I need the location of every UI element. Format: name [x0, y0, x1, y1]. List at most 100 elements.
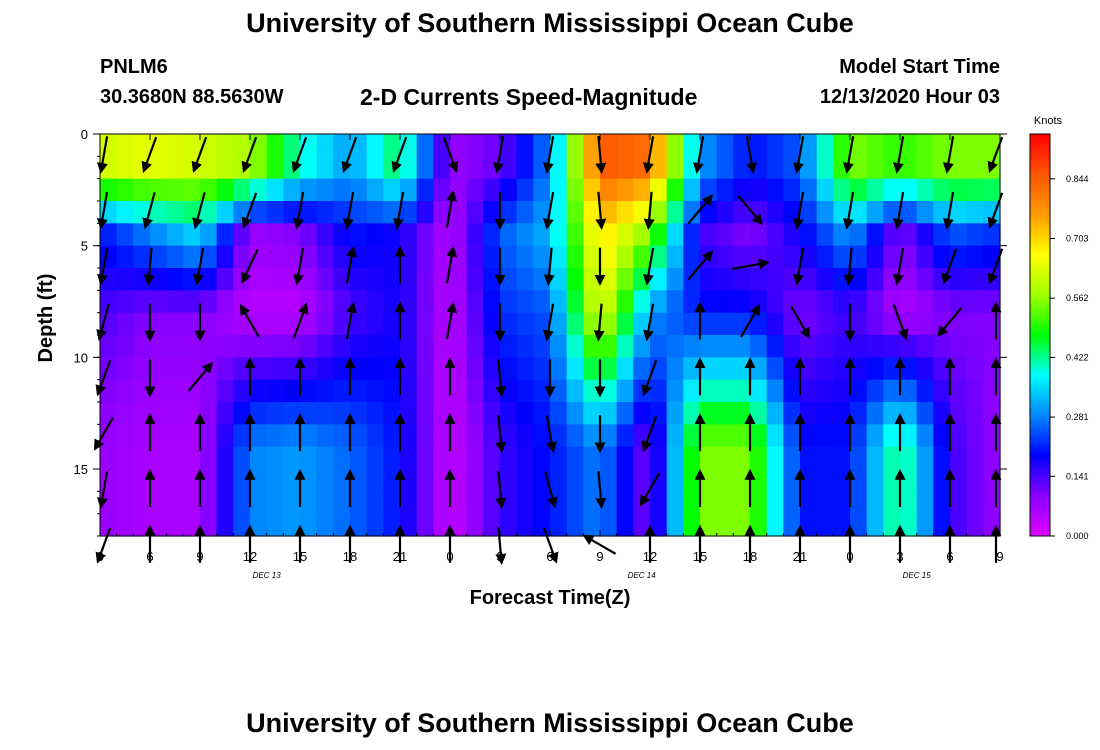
- heatmap-cell: [900, 424, 918, 448]
- heatmap-cell: [600, 491, 618, 515]
- heatmap-cell: [783, 469, 801, 492]
- heatmap-cell: [733, 402, 751, 425]
- heatmap-cell: [766, 201, 784, 224]
- date-label: DEC 13: [253, 571, 282, 580]
- heatmap-cell: [600, 379, 618, 403]
- heatmap-cell: [950, 335, 968, 358]
- heatmap-cell: [683, 357, 701, 381]
- heatmap-cell: [183, 379, 201, 403]
- heatmap-cell: [366, 223, 384, 247]
- heatmap-cell: [500, 201, 518, 224]
- heatmap-cell: [516, 290, 534, 314]
- heatmap-cell: [816, 290, 834, 314]
- heatmap-cell: [516, 201, 534, 224]
- colorbar-tick-label: 0.141: [1066, 471, 1089, 481]
- heatmap-cell: [200, 513, 218, 537]
- current-vector-arrow: [732, 258, 770, 270]
- heatmap-cell: [550, 178, 568, 202]
- heatmap-cell: [650, 335, 668, 358]
- heatmap-cell: [750, 402, 768, 425]
- heatmap-cell: [300, 312, 318, 336]
- heatmap-cell: [733, 424, 751, 448]
- x-tick-label: 15: [693, 549, 707, 564]
- current-vector-arrow: [241, 248, 259, 284]
- heatmap-cell: [883, 245, 901, 269]
- heatmap-cell: [800, 379, 818, 403]
- heatmap-cell: [616, 245, 634, 269]
- heatmap-cell: [950, 268, 968, 291]
- heatmap-cell: [766, 424, 784, 448]
- heatmap-cell: [316, 469, 334, 492]
- heatmap-cell: [333, 134, 351, 157]
- heatmap-cell: [500, 357, 518, 381]
- current-vector-arrow: [893, 136, 905, 174]
- heatmap-cell: [616, 469, 634, 492]
- heatmap-cell: [233, 357, 251, 381]
- heatmap-cell: [550, 290, 568, 314]
- heatmap-cell: [866, 379, 884, 403]
- heatmap-cell: [416, 134, 434, 157]
- heatmap-cell: [466, 134, 484, 157]
- heatmap-cell: [300, 469, 318, 492]
- heatmap-cell: [716, 335, 734, 358]
- heatmap-cell: [516, 491, 534, 515]
- heatmap-cell: [200, 379, 218, 403]
- heatmap-cell: [783, 245, 801, 269]
- current-vector-arrow: [543, 136, 555, 174]
- heatmap-cell: [316, 312, 334, 336]
- heatmap-cell: [666, 424, 684, 448]
- heatmap-cell: [383, 134, 401, 157]
- heatmap-cell: [166, 201, 184, 224]
- heatmap-cell: [533, 402, 551, 425]
- heatmap-cell: [800, 491, 818, 515]
- heatmap-cell: [700, 402, 718, 425]
- heatmap-cell: [116, 245, 134, 269]
- heatmap-cell: [816, 223, 834, 247]
- heatmap-cell: [700, 469, 718, 492]
- y-tick-label: 0: [81, 127, 88, 142]
- heatmap-cell: [950, 223, 968, 247]
- heatmap-cell: [750, 379, 768, 403]
- current-vector-arrow: [142, 192, 156, 230]
- heatmap-cell: [383, 446, 401, 470]
- heatmap-cell: [116, 223, 134, 247]
- date-label: DEC 15: [903, 571, 932, 580]
- current-vector-arrow: [892, 191, 905, 230]
- heatmap-cell: [333, 379, 351, 403]
- current-vector-arrow: [582, 534, 617, 555]
- heatmap-cell: [400, 268, 418, 291]
- heatmap-cell: [116, 290, 134, 314]
- heatmap-cell: [750, 446, 768, 470]
- heatmap-cell: [283, 446, 301, 470]
- heatmap-cell: [433, 290, 451, 314]
- current-vector-arrow: [495, 471, 507, 510]
- heatmap-cell: [916, 446, 934, 470]
- heatmap-cell: [583, 402, 601, 425]
- heatmap-cell: [366, 469, 384, 492]
- heatmap-cell: [683, 379, 701, 403]
- heatmap-cell: [100, 357, 118, 381]
- heatmap-cell: [916, 134, 934, 157]
- heatmap-cell: [633, 402, 651, 425]
- heatmap-cell: [283, 379, 301, 403]
- heatmap-cell: [766, 379, 784, 403]
- heatmap-cell: [916, 178, 934, 202]
- heatmap-cell: [750, 268, 768, 291]
- heatmap-cell: [483, 201, 501, 224]
- heatmap-cell: [966, 491, 984, 515]
- heatmap-cell: [433, 178, 451, 202]
- heatmap-cell: [966, 513, 984, 537]
- heatmap-cell: [333, 312, 351, 336]
- heatmap-cell: [266, 201, 284, 224]
- heatmap-cell: [516, 223, 534, 247]
- heatmap-cell: [733, 290, 751, 314]
- heatmap-cell: [466, 178, 484, 202]
- heatmap-cell: [133, 134, 151, 157]
- heatmap-cell: [266, 290, 284, 314]
- heatmap-cell: [916, 156, 934, 180]
- x-tick-label: 6: [546, 549, 553, 564]
- heatmap-cell: [783, 424, 801, 448]
- heatmap-cell: [166, 469, 184, 492]
- heatmap-cell: [533, 379, 551, 403]
- heatmap-cell: [450, 312, 468, 336]
